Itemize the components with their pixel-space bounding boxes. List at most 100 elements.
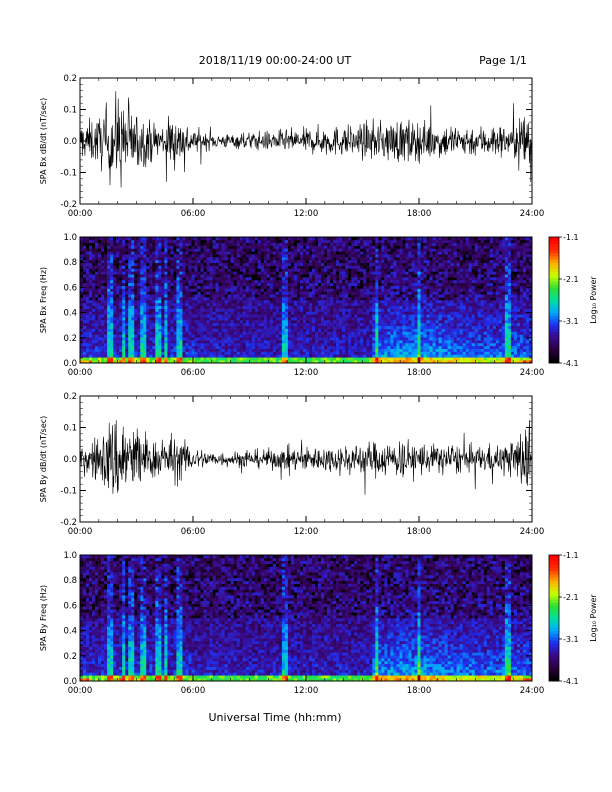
heatmap-cell [393,285,397,289]
heatmap-cell [146,274,150,278]
heatmap-cell [278,245,283,249]
heatmap-cell [137,325,141,329]
heatmap-cell [375,262,379,266]
heatmap-cell [393,254,397,258]
heatmap-cell [290,239,295,244]
heatmap-cell [242,297,247,301]
heatmap-cell [119,300,123,304]
heatmap-cell [336,277,340,281]
heatmap-cell [122,237,126,241]
heatmap-cell [125,337,129,341]
heatmap-cell [369,251,373,255]
heatmap-cell [221,237,225,241]
heatmap-cell [333,345,337,349]
heatmap-cell [188,305,192,309]
heatmap-cell [245,308,250,312]
heatmap-cell [299,342,304,347]
heatmap-cell [384,317,388,321]
heatmap-cell [161,245,165,249]
heatmap-cell [215,302,219,307]
heatmap-cell [257,294,262,298]
heatmap-cell [405,271,409,275]
heatmap-cell [215,311,219,315]
heatmap-cell [342,334,346,338]
heatmap-cell [98,242,102,246]
heatmap-cell [387,314,391,318]
heatmap-cell [245,297,250,301]
heatmap-cell [113,277,117,281]
heatmap-cell [155,311,159,315]
heatmap-cell [203,262,207,266]
heatmap-cell [209,239,213,244]
heatmap-cell [269,271,274,275]
heatmap-cell [306,342,310,347]
heatmap-cell [254,297,259,301]
heatmap-cell [164,331,168,335]
heatmap-cell [384,257,388,261]
heatmap-cell [140,242,144,246]
heatmap-cell [330,237,334,241]
heatmap-cell [227,345,231,349]
heatmap-cell [306,317,310,321]
heatmap-cell [263,311,268,315]
heatmap-cell [215,334,219,338]
heatmap-cell [158,334,162,338]
heatmap-cell [239,259,244,264]
heatmap-cell [110,285,114,289]
heatmap-cell [345,317,349,321]
heatmap-cell [182,285,186,289]
heatmap-cell [333,334,337,338]
heatmap-cell [248,337,253,341]
heatmap-cell [230,242,234,246]
heatmap-cell [345,279,349,284]
heatmap-cell [92,342,96,347]
heatmap-cell [402,257,406,261]
heatmap-cell [107,357,111,361]
heatmap-cell [182,288,186,292]
heatmap-cell [185,254,189,258]
heatmap-cell [131,302,135,307]
heatmap-cell [260,322,265,327]
heatmap-cell [381,262,385,266]
heatmap-cell [161,294,165,298]
heatmap-cell [357,285,361,289]
heatmap-cell [80,348,84,352]
heatmap-cell [221,360,225,364]
heatmap-cell [80,334,84,338]
heatmap-cell [405,308,409,312]
heatmap-cell [224,248,228,252]
heatmap-cell [321,277,325,281]
heatmap-cell [296,254,301,258]
heatmap-cell [236,322,240,327]
heatmap-cell [143,348,147,352]
heatmap-cell [269,357,274,361]
heatmap-cell [254,348,259,352]
heatmap-cell [167,325,171,329]
heatmap-cell [381,245,385,249]
heatmap-cell [381,342,385,347]
heatmap-cell [299,308,304,312]
heatmap-cell [296,357,301,361]
heatmap-cell [236,285,240,289]
heatmap-cell [98,239,102,244]
heatmap-cell [408,334,412,338]
heatmap-cell [179,285,183,289]
heatmap-cell [107,342,111,347]
heatmap-cell [315,288,319,292]
heatmap-cell [209,351,213,355]
heatmap-cell [176,237,180,241]
heatmap-cell [312,308,316,312]
heatmap-cell [260,274,265,278]
heatmap-cell [185,239,189,244]
heatmap-cell [254,328,259,332]
heatmap-cell [375,282,379,286]
heatmap-cell [83,325,87,329]
heatmap-cell [278,354,283,358]
heatmap-cell [290,265,295,269]
heatmap-cell [134,239,138,244]
heatmap-cell [375,317,379,321]
heatmap-cell [86,334,90,338]
heatmap-cell [275,259,280,264]
heatmap-cell [266,248,271,252]
heatmap-cell [155,254,159,258]
